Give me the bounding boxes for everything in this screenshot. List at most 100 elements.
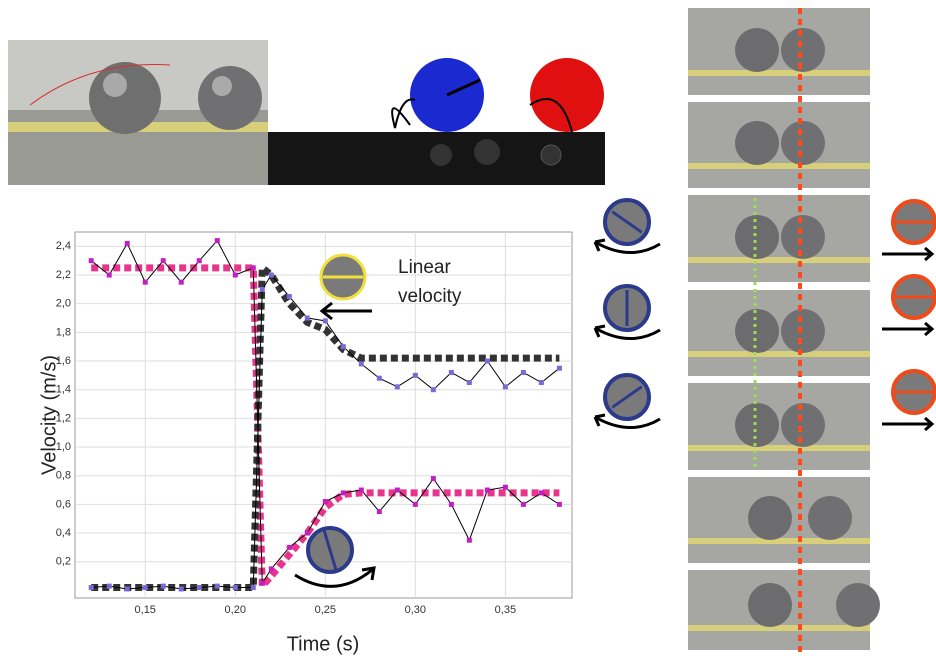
data-point — [503, 485, 508, 490]
data-point — [287, 545, 292, 550]
page: {"chart_data": {"type": "line", "x_label… — [0, 0, 936, 658]
y-axis-label: Velocity (m/s) — [38, 355, 60, 475]
data-point — [467, 380, 472, 385]
data-point — [521, 502, 526, 507]
x-tick-label: 0,30 — [405, 604, 426, 616]
ball — [748, 583, 792, 627]
ball — [748, 496, 792, 540]
data-point — [215, 238, 220, 243]
arrow — [882, 323, 932, 335]
arrow — [882, 248, 932, 260]
data-point — [341, 490, 346, 495]
photo-rail — [688, 538, 870, 544]
annotation: velocity — [398, 286, 462, 307]
data-point — [395, 488, 400, 493]
photo-rail — [688, 351, 870, 357]
ball — [781, 215, 825, 259]
data-point — [359, 488, 364, 493]
data-point — [485, 359, 490, 364]
data-point — [89, 585, 94, 590]
data-point — [377, 509, 382, 514]
photo — [688, 102, 870, 188]
data-point — [305, 531, 310, 536]
arrow — [882, 418, 932, 430]
y-tick-label: 2,0 — [56, 298, 71, 310]
data-point — [269, 566, 274, 571]
data-point — [125, 586, 130, 591]
data-point — [503, 384, 508, 389]
data-point — [161, 258, 166, 263]
data-point — [269, 273, 274, 278]
data-point — [251, 585, 256, 590]
x-tick-label: 0,20 — [225, 604, 246, 616]
data-point — [161, 584, 166, 589]
data-point — [431, 476, 436, 481]
photo — [688, 8, 870, 95]
photo-rail — [688, 625, 870, 631]
ball — [735, 215, 779, 259]
data-point — [557, 366, 562, 371]
data-point — [449, 370, 454, 375]
photo-rail — [688, 445, 870, 451]
ball — [836, 583, 880, 627]
ball — [735, 28, 779, 72]
y-tick-label: 1,8 — [56, 326, 71, 338]
ball — [781, 403, 825, 447]
ball — [781, 309, 825, 353]
data-point — [413, 502, 418, 507]
data-point — [251, 265, 256, 270]
ball — [781, 121, 825, 165]
photo-column — [688, 8, 880, 655]
x-tick-label: 0,15 — [135, 604, 156, 616]
data-point — [413, 373, 418, 378]
diagram-top — [268, 58, 605, 185]
data-point — [143, 585, 148, 590]
data-point — [341, 344, 346, 349]
data-point — [521, 370, 526, 375]
data-point — [305, 316, 310, 321]
y-tick-label: 0,4 — [56, 527, 71, 539]
y-tick-label: 0,2 — [56, 556, 71, 568]
data-point — [287, 294, 292, 299]
x-tick-label: 0,25 — [315, 604, 336, 616]
y-tick-label: 2,4 — [56, 240, 71, 252]
data-point — [215, 584, 220, 589]
ball — [735, 121, 779, 165]
photo-top — [8, 40, 268, 185]
data-point — [431, 387, 436, 392]
data-point — [125, 241, 130, 246]
data-point — [449, 502, 454, 507]
x-axis-label: Time (s) — [287, 633, 360, 655]
photo-rail — [688, 70, 870, 76]
data-point — [233, 585, 238, 590]
photo — [688, 290, 870, 376]
data-point — [233, 273, 238, 278]
data-point — [197, 585, 202, 590]
data-point — [260, 287, 265, 292]
data-point — [395, 384, 400, 389]
data-point — [197, 258, 202, 263]
data-point — [467, 538, 472, 543]
data-point — [557, 502, 562, 507]
data-point — [323, 318, 328, 323]
data-point — [323, 499, 328, 504]
ball — [735, 403, 779, 447]
figure: 0,20,40,60,81,01,21,41,61,82,02,22,40,15… — [0, 0, 936, 658]
photo — [688, 195, 870, 282]
x-tick-label: 0,35 — [495, 604, 516, 616]
data-point — [359, 361, 364, 366]
data-point — [143, 280, 148, 285]
data-point — [539, 380, 544, 385]
photo-rail — [688, 163, 870, 169]
ball — [808, 496, 852, 540]
data-point — [107, 273, 112, 278]
ball — [781, 28, 825, 72]
ball — [735, 309, 779, 353]
data-point — [377, 376, 382, 381]
data-point — [179, 280, 184, 285]
data-point — [539, 490, 544, 495]
annotation: Linear — [398, 257, 451, 278]
data-point — [260, 581, 265, 586]
data-point — [107, 584, 112, 589]
y-tick-label: 2,2 — [56, 269, 71, 281]
